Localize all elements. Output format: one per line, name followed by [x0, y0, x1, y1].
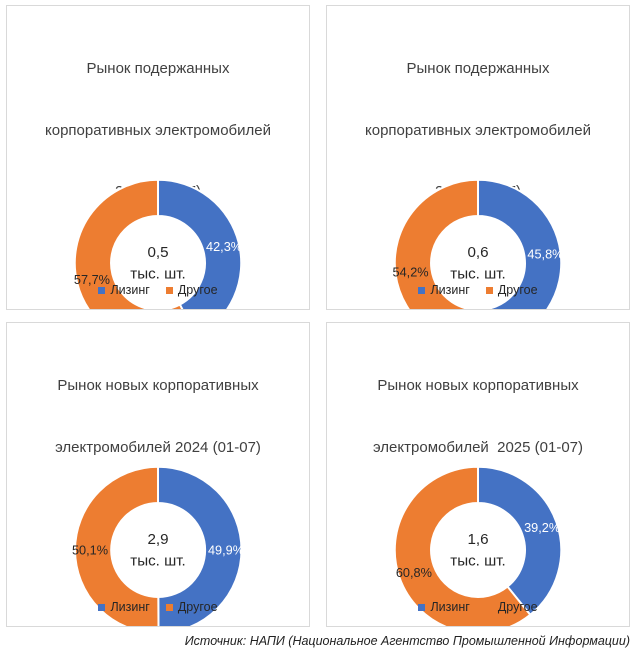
legend-swatch-leasing [418, 603, 426, 611]
legend-swatch-leasing [418, 286, 426, 294]
svg-text:45,8%: 45,8% [527, 247, 563, 262]
chart-legend: Лизинг Другое [7, 600, 309, 614]
chart-title: Рынок новых корпоративных электромобилей… [7, 335, 309, 499]
chart-title-line: электромобилей 2025 (01-07) [372, 438, 584, 456]
legend-label: Другое [497, 600, 538, 614]
legend-item-leasing: Лизинг [98, 600, 150, 614]
chart-title-line: Рынок подержанных [406, 60, 550, 77]
legend-item-leasing: Лизинг [418, 600, 470, 614]
legend-swatch-other [485, 286, 493, 294]
legend-item-leasing: Лизинг [418, 283, 470, 297]
plot-area: 42,3% 57,7% 0,5 тыс. шт. [7, 179, 309, 309]
plot-area: 39,2% 60,8% 1,6 тыс. шт. [327, 465, 629, 626]
legend-label: Другое [177, 283, 218, 297]
legend-label: Лизинг [110, 600, 150, 614]
legend-label: Лизинг [430, 283, 470, 297]
legend-swatch-other [165, 286, 173, 294]
legend-swatch-leasing [98, 286, 106, 294]
donut-chart: 42,3% 57,7% 0,5 тыс. шт. [73, 179, 243, 309]
legend-item-other: Другое [165, 600, 218, 614]
source-note: Источник: НАПИ (Национальное Агентство П… [184, 634, 630, 648]
svg-text:42,3%: 42,3% [206, 239, 242, 254]
donut-chart: 45,8% 54,2% 0,6 тыс. шт. [393, 179, 563, 309]
svg-text:тыс. шт.: тыс. шт. [450, 266, 505, 283]
legend-item-other: Другое [165, 283, 218, 297]
chart-title-line: корпоративных электромобилей [45, 121, 271, 139]
svg-text:54,2%: 54,2% [393, 265, 429, 280]
legend-item-leasing: Лизинг [98, 283, 150, 297]
legend-label: Другое [177, 600, 218, 614]
svg-text:2,9: 2,9 [147, 531, 168, 548]
plot-area: 45,8% 54,2% 0,6 тыс. шт. [327, 179, 629, 309]
chart-panel-new-2025: Рынок новых корпоративных электромобилей… [326, 322, 630, 627]
donut-chart: 49,9% 50,1% 2,9 тыс. шт. [72, 465, 244, 626]
svg-text:60,8%: 60,8% [396, 565, 432, 580]
svg-text:тыс. шт.: тыс. шт. [130, 552, 185, 569]
chart-legend: Лизинг Другое [7, 283, 309, 297]
charts-grid: Рынок подержанных корпоративных электром… [6, 5, 630, 627]
chart-title-line: Рынок подержанных [86, 60, 230, 77]
chart-panel-new-2024: Рынок новых корпоративных электромобилей… [6, 322, 310, 627]
svg-text:49,9%: 49,9% [208, 542, 244, 557]
svg-text:1,6: 1,6 [467, 531, 488, 548]
legend-label: Лизинг [430, 600, 470, 614]
chart-panel-used-2025: Рынок подержанных корпоративных электром… [326, 5, 630, 310]
svg-text:57,7%: 57,7% [74, 272, 110, 287]
svg-text:39,2%: 39,2% [524, 519, 560, 534]
legend-swatch-other [485, 603, 493, 611]
chart-legend: Лизинг Другое [327, 283, 629, 297]
svg-text:0,6: 0,6 [467, 244, 488, 261]
svg-text:тыс. шт.: тыс. шт. [130, 266, 185, 283]
chart-title-line: электромобилей 2024 (01-07) [55, 438, 261, 456]
chart-title: Рынок новых корпоративных электромобилей… [327, 335, 629, 499]
chart-panel-used-2024: Рынок подержанных корпоративных электром… [6, 5, 310, 310]
chart-legend: Лизинг Другое [327, 600, 629, 614]
legend-label: Лизинг [110, 283, 150, 297]
svg-text:0,5: 0,5 [147, 244, 168, 261]
legend-swatch-other [165, 603, 173, 611]
legend-label: Другое [497, 283, 538, 297]
legend-item-other: Другое [485, 600, 538, 614]
svg-text:50,1%: 50,1% [72, 542, 108, 557]
plot-area: 49,9% 50,1% 2,9 тыс. шт. [7, 465, 309, 626]
chart-title-line: Рынок новых корпоративных [377, 377, 579, 394]
legend-swatch-leasing [98, 603, 106, 611]
chart-title-line: Рынок новых корпоративных [57, 377, 259, 394]
legend-item-other: Другое [485, 283, 538, 297]
donut-chart: 39,2% 60,8% 1,6 тыс. шт. [393, 465, 563, 626]
chart-title-line: корпоративных электромобилей [365, 121, 591, 139]
svg-text:тыс. шт.: тыс. шт. [450, 552, 505, 569]
